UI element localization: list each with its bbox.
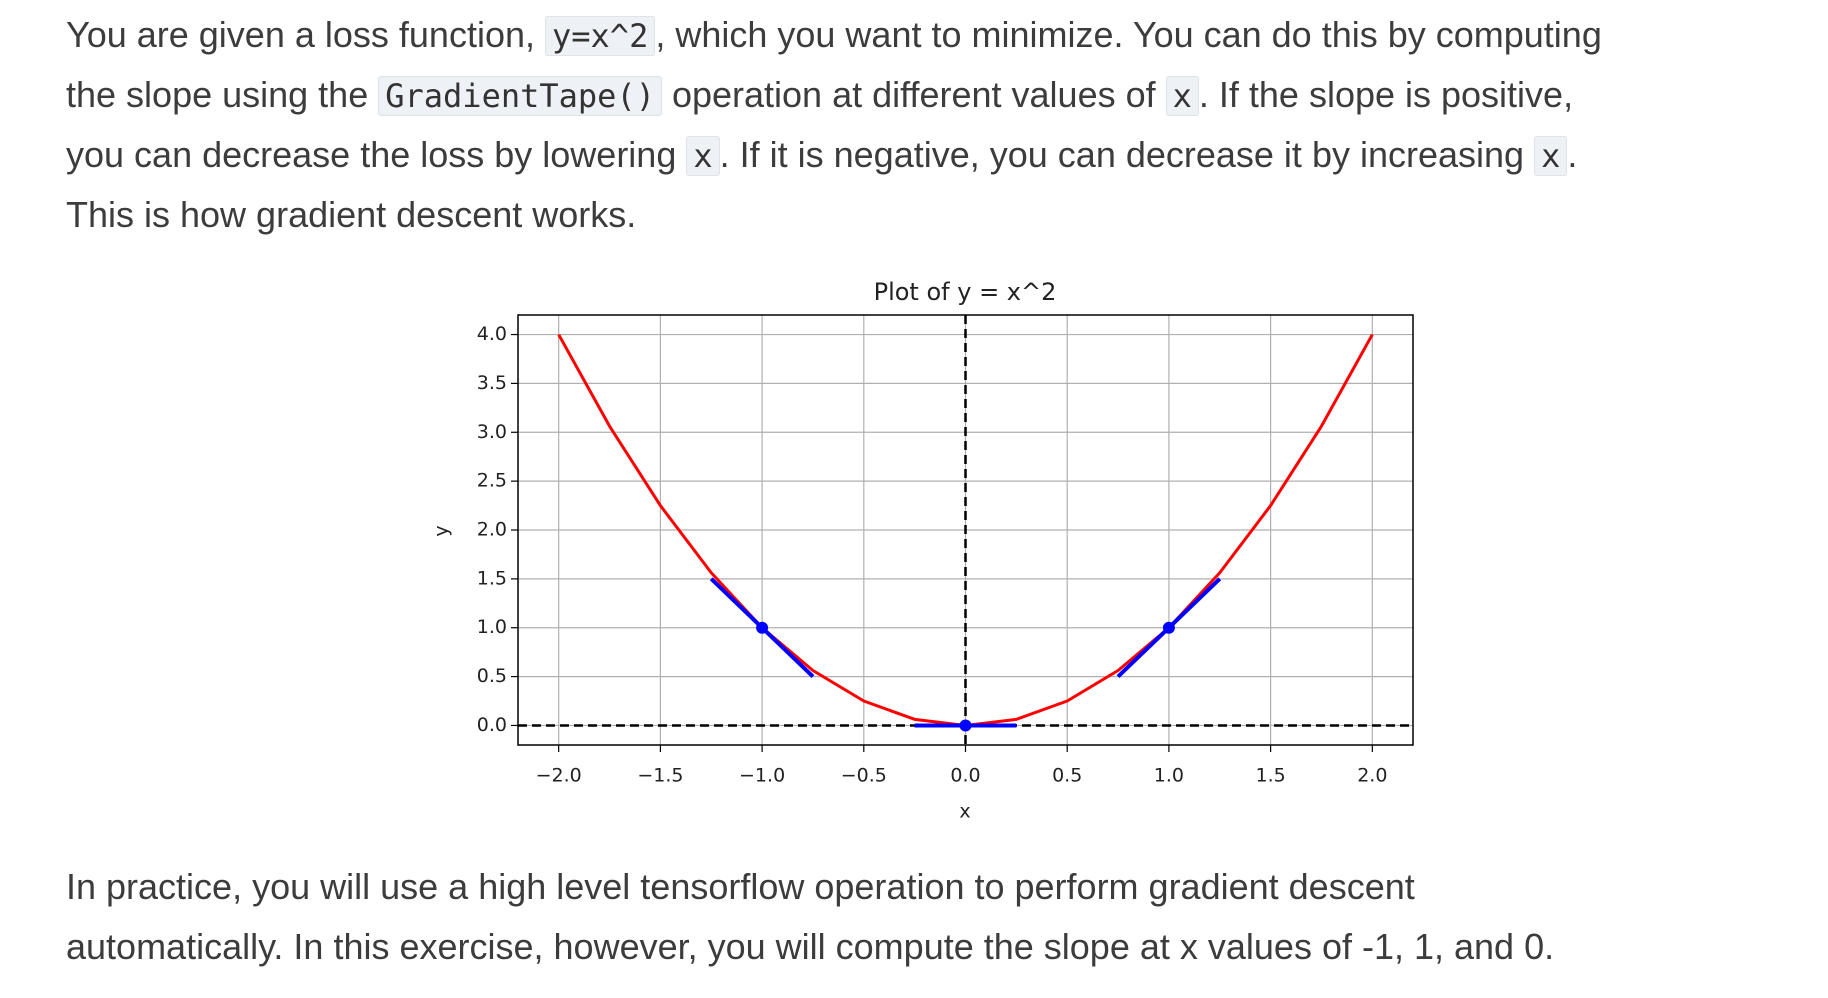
y-tick-label: 2.5: [477, 470, 507, 492]
y-axis-label: y: [431, 525, 453, 536]
text-span: .: [1567, 134, 1578, 175]
text-span: operation at different values of: [661, 74, 1166, 115]
x-tick-label: 0.5: [1052, 765, 1082, 787]
inline-code: x: [1534, 136, 1568, 176]
y-tick-label: 3.5: [477, 372, 507, 394]
text-line: you can decrease the loss by lowering x.…: [66, 132, 1577, 178]
x-tick-label: −0.5: [841, 765, 887, 787]
text-span: This is how gradient descent works.: [66, 194, 637, 235]
inline-code: y=x^2: [545, 16, 656, 56]
data-point: [1162, 621, 1175, 634]
text-line: automatically. In this exercise, however…: [66, 924, 1554, 970]
text-span: In practice, you will use a high level t…: [66, 866, 1415, 907]
text-line: the slope using the GradientTape() opera…: [66, 72, 1573, 118]
x-tick-label: −2.0: [536, 765, 582, 787]
text-span: You are given a loss function,: [66, 14, 545, 55]
inline-code: x: [1165, 76, 1199, 116]
inline-code: GradientTape(): [378, 76, 662, 116]
inline-code: x: [686, 136, 720, 176]
x-tick-label: 0.0: [950, 765, 980, 787]
data-point: [756, 621, 769, 634]
text-line: In practice, you will use a high level t…: [66, 864, 1415, 910]
x-tick-label: 1.0: [1154, 765, 1184, 787]
text-span: . If the slope is positive,: [1198, 74, 1574, 115]
y-tick-label: 4.0: [477, 323, 507, 345]
x-axis-label: x: [959, 801, 970, 823]
text-span: automatically. In this exercise, however…: [66, 926, 1555, 967]
y-tick-label: 2.0: [477, 519, 507, 541]
plot-frame: [517, 314, 1414, 746]
y-tick-label: 0.0: [477, 714, 507, 736]
y-tick-label: 1.5: [477, 567, 507, 589]
text-span: you can decrease the loss by lowering: [66, 134, 687, 175]
data-point: [959, 719, 972, 732]
text-span: . If it is negative, you can decrease it…: [719, 134, 1535, 175]
y-tick-label: 0.5: [477, 665, 507, 687]
x-tick-label: −1.0: [739, 765, 785, 787]
y-tick-label: 3.0: [477, 421, 507, 443]
y-tick-label: 1.0: [477, 616, 507, 638]
text-span: , which you want to minimize. You can do…: [655, 14, 1602, 55]
x-tick-label: 1.5: [1256, 765, 1286, 787]
text-line: This is how gradient descent works.: [66, 192, 636, 238]
text-line: You are given a loss function, y=x^2, wh…: [66, 12, 1602, 58]
text-span: the slope using the: [66, 74, 379, 115]
x-tick-label: −1.5: [637, 765, 683, 787]
x-tick-label: 2.0: [1357, 765, 1387, 787]
chart-title: Plot of y = x^2: [874, 278, 1057, 306]
